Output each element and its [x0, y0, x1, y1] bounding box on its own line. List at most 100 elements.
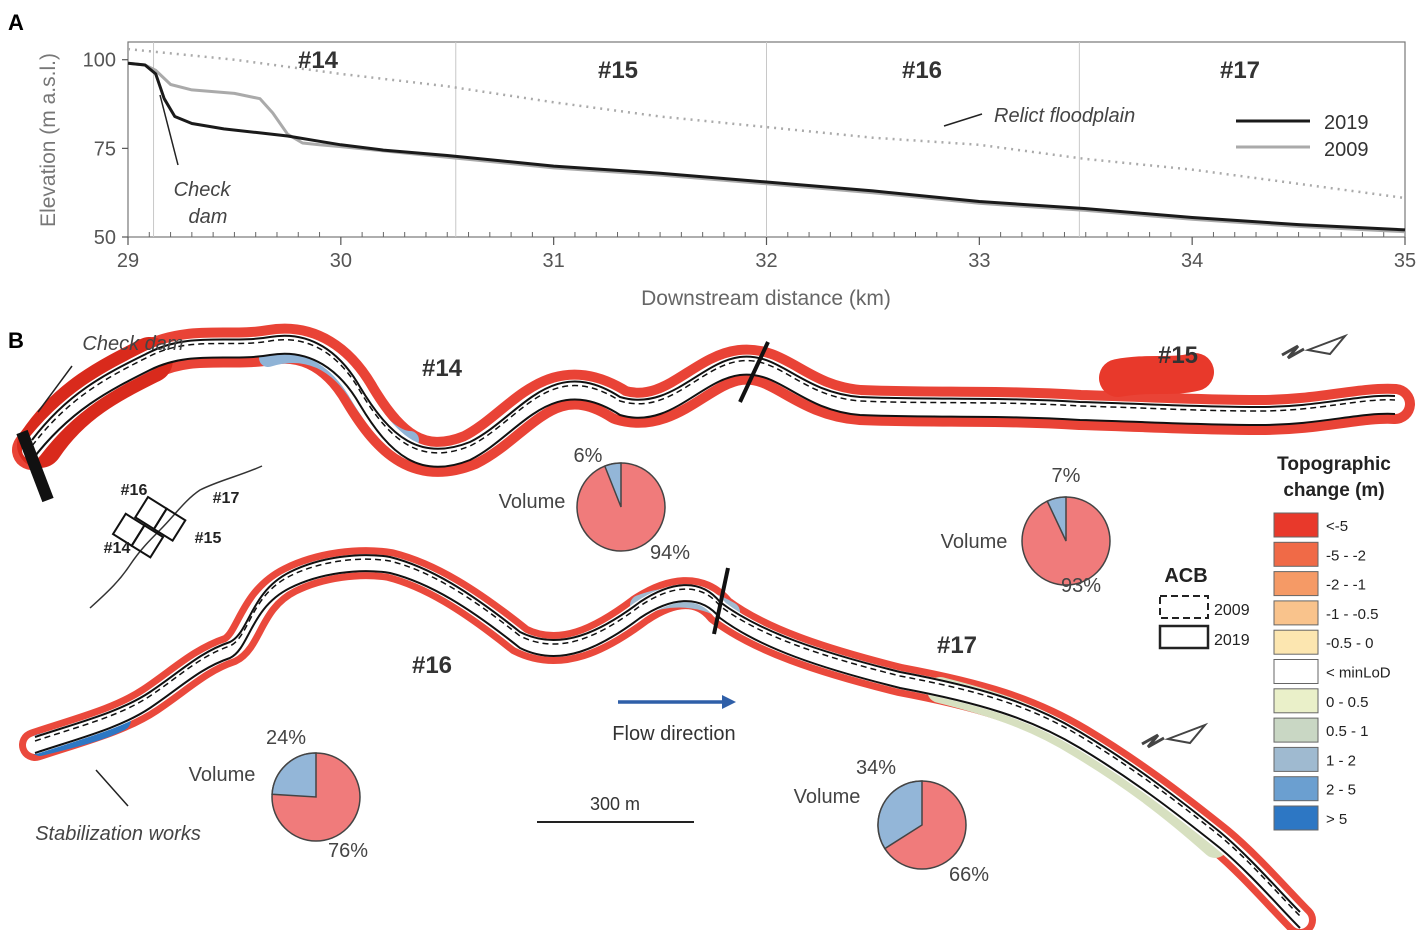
topo-legend-label: < minLoD: [1326, 665, 1391, 682]
pie-16-bottom-pct: 76%: [328, 840, 368, 862]
inset-location-map: #16 #17 #14 #15: [89, 465, 263, 609]
pie-15-label: Volume: [941, 531, 1008, 553]
pie-17-bottom-pct: 66%: [949, 864, 989, 886]
series-lines: [127, 47, 1406, 234]
topo-legend-label: 2 - 5: [1326, 782, 1356, 799]
pie-14-top-pct: 6%: [574, 445, 603, 467]
panel-b-letter: B: [8, 328, 24, 353]
pie-deposition-slice: [271, 752, 317, 798]
topo-legend-swatch: [1273, 776, 1319, 802]
pie-15-bottom-pct: 93%: [1061, 575, 1101, 597]
acb-2019-upper-right: [31, 352, 1396, 468]
reach-label-16: #16: [902, 57, 942, 84]
acb-legend: ACB 2009 2019: [1158, 565, 1250, 650]
deposition-band-17: [927, 677, 1228, 858]
check-dam-pointer: [159, 94, 179, 166]
acb-legend-label-2009: 2009: [1214, 602, 1250, 619]
pie-17-top-pct: 34%: [856, 757, 896, 779]
topo-legend-title-line1: Topographic: [1277, 454, 1391, 475]
pie-deposition-slice: [603, 462, 622, 508]
scale-bar-label: 300 m: [590, 794, 640, 814]
check-dam-marker: [16, 429, 54, 503]
topo-legend-swatch: [1273, 629, 1319, 655]
floodplain-annotation: Relict floodplain: [994, 105, 1135, 127]
topo-legend-title-line2: change (m): [1283, 480, 1384, 501]
north-arrow-icon-lower: [1141, 722, 1209, 749]
x-tick-label: 30: [330, 250, 352, 272]
topo-legend-label: 1 - 2: [1326, 752, 1356, 769]
acb-2009-upper: [31, 339, 1396, 454]
topo-legend-swatch: [1273, 512, 1319, 538]
reach-dividers: [153, 42, 1080, 237]
series-line-2019: [127, 61, 1406, 232]
series-line-2009: [127, 61, 1406, 234]
topo-legend-label: -0.5 - 0: [1326, 635, 1374, 652]
inset-label-17: #17: [213, 490, 240, 507]
reach-boundary-16-17: [712, 567, 730, 635]
topo-legend-swatch: [1273, 600, 1319, 626]
reach-map-16-17: [19, 547, 1316, 930]
topo-legend-swatch: [1273, 717, 1319, 743]
flow-direction-label: Flow direction: [612, 723, 735, 745]
inset-label-15: #15: [195, 530, 222, 547]
topo-legend-label: > 5: [1326, 811, 1347, 828]
series-line-relict-floodplain: [127, 47, 1406, 200]
x-axis-ticks: 29 30 31 32 33 34 35: [117, 232, 1416, 272]
y-axis-label: Elevation (m a.s.l.): [37, 53, 60, 227]
pie-deposition-slice: [1046, 496, 1067, 542]
reach-boundary-14-15: [738, 341, 770, 403]
pie-17-label: Volume: [794, 786, 861, 808]
acb-2019-lower-right: [34, 570, 1301, 929]
inset-river-line: [89, 465, 263, 609]
topo-legend-label: 0 - 0.5: [1326, 694, 1369, 711]
acb-2009-lower: [34, 558, 1301, 917]
x-tick-label: 35: [1394, 250, 1416, 272]
check-dam-annotation-line2: dam: [189, 206, 228, 228]
north-arrow-icon: [1281, 333, 1349, 360]
x-tick-label: 31: [543, 250, 565, 272]
x-axis-label: Downstream distance (km): [641, 287, 891, 310]
y-tick-label: 50: [94, 227, 116, 249]
elevation-chart: 29 30 31 32 33 34 35 50 75 100 #14 #15 #16 #17 C…: [37, 41, 1416, 310]
topo-legend-swatch: [1273, 805, 1319, 831]
acb-legend-label-2019: 2019: [1214, 632, 1250, 649]
topo-legend-label: -5 - -2: [1326, 547, 1366, 564]
erosion-patch-15: [1099, 353, 1214, 397]
map-check-dam-pointer: [37, 365, 73, 413]
map-reach-label-14: #14: [422, 355, 463, 382]
y-axis-ticks: 50 75 100: [83, 50, 128, 249]
reach-map-14-15: [12, 323, 1415, 503]
topo-legend-swatch: [1273, 688, 1319, 714]
legend-label-2009: 2009: [1324, 139, 1369, 161]
topo-legend-swatch: [1273, 541, 1319, 567]
reach-label-14: #14: [298, 47, 339, 74]
pie-15-top-pct: 7%: [1052, 465, 1081, 487]
pie-deposition-slice: [877, 780, 923, 850]
reach-label-17: #17: [1220, 57, 1260, 84]
panel-a-letter: A: [8, 10, 24, 35]
pie-16-top-pct: 24%: [266, 727, 306, 749]
acb-legend-title: ACB: [1164, 565, 1207, 587]
x-tick-label: 32: [755, 250, 777, 272]
reach-label-15: #15: [598, 57, 638, 84]
stabilization-pointer: [95, 769, 129, 807]
topo-legend-swatch: [1273, 746, 1319, 772]
x-tick-label: 34: [1181, 250, 1203, 272]
flow-direction-arrow: [618, 695, 736, 709]
topo-legend-label: -1 - -0.5: [1326, 606, 1379, 623]
acb-2019-lower-left: [34, 554, 1301, 913]
topo-legend-swatch: [1273, 659, 1319, 684]
topo-legend-label: -2 - -1: [1326, 577, 1366, 594]
map-reach-label-17: #17: [937, 632, 977, 659]
x-tick-label: 29: [117, 250, 139, 272]
inset-label-14: #14: [104, 540, 131, 557]
pie-16-label: Volume: [189, 764, 256, 786]
legend-label-2019: 2019: [1324, 112, 1369, 134]
topo-legend-label: 0.5 - 1: [1326, 723, 1369, 740]
channel-upper: [22, 333, 1405, 467]
map-reach-label-15: #15: [1158, 342, 1198, 369]
inset-boxes: [111, 495, 187, 559]
topo-legend-items: <-5 -5 - -2 -2 - -1 -1 - -0.5 -0.5 - 0 < minL…: [1273, 512, 1391, 831]
y-tick-label: 100: [83, 50, 116, 72]
